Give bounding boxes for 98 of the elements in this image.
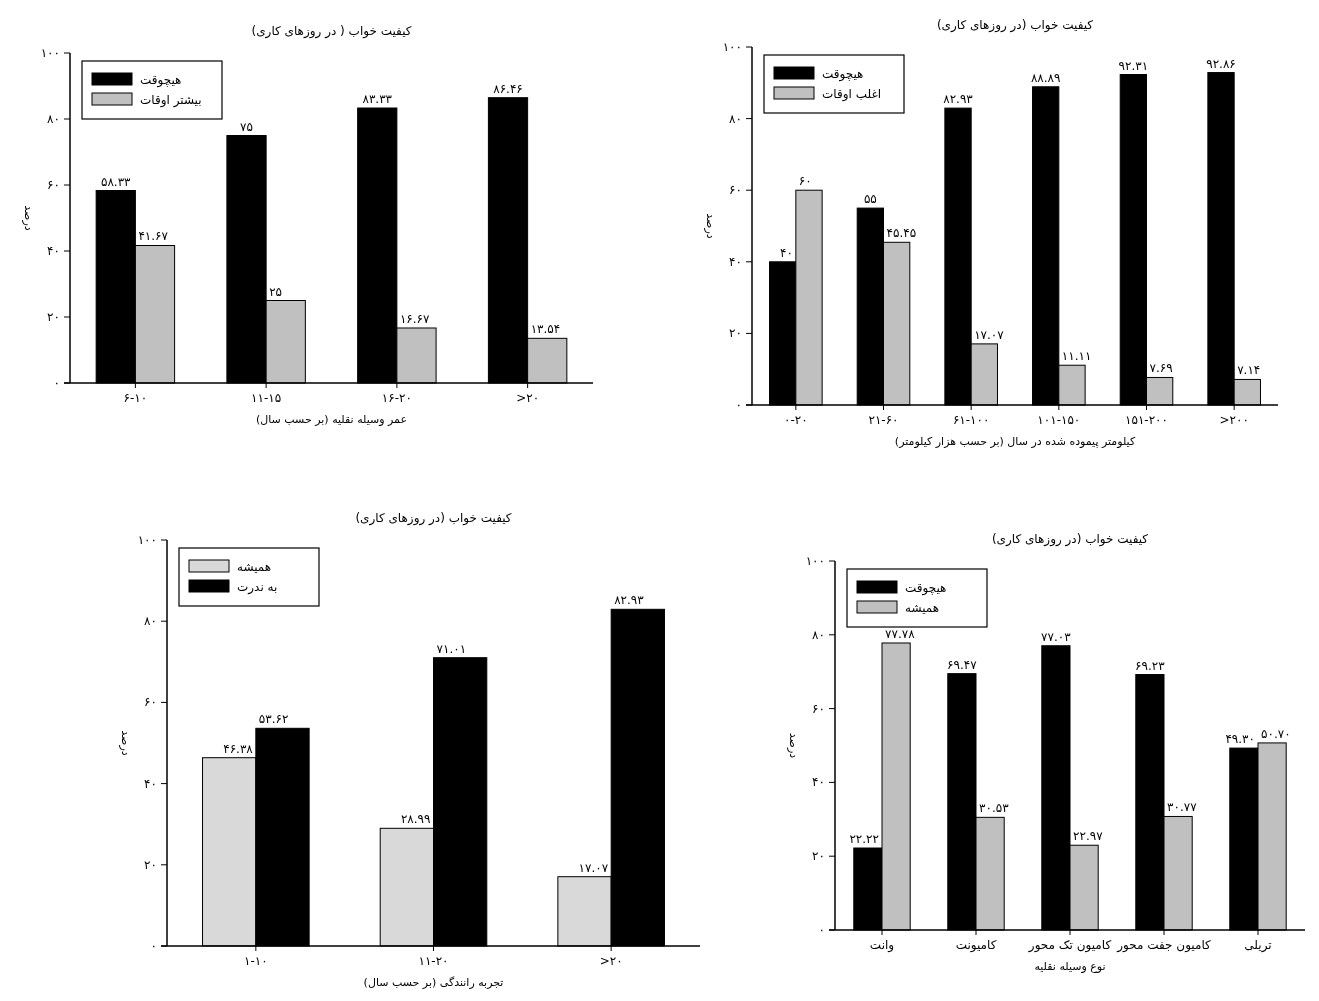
- data-label: ۸۳.۳۳: [362, 92, 393, 107]
- data-label: ۷۷.۷۸: [885, 626, 916, 641]
- y-tick-label: ۴۰: [812, 775, 825, 790]
- x-axis-title: نوع وسیله نقلیه: [1034, 960, 1106, 973]
- data-label: ۲۸.۹۹: [400, 812, 431, 827]
- y-axis-title: درصد: [119, 730, 132, 756]
- x-tick-label: ۱۶-۲۰: [381, 391, 412, 405]
- chart-title: کیفیت خواب (در روزهای کاری): [936, 18, 1094, 33]
- y-tick-label: ۲۰: [812, 849, 825, 864]
- data-label: ۲۲.۲۲: [849, 832, 879, 847]
- y-tick-label: ۴۰: [47, 244, 60, 258]
- data-label: ۵۸.۳۳: [100, 174, 132, 189]
- y-tick-label: ۶۰: [729, 183, 742, 198]
- x-axis-title: تجربه رانندگی (بر حسب سال): [363, 976, 504, 989]
- data-label: ۱۷.۰۷: [974, 327, 1005, 342]
- x-tick-label: ۱۰۱-۱۵۰: [1037, 413, 1081, 427]
- x-tick-label: کامیون جفت محور: [1116, 938, 1212, 953]
- data-label: ۹۲.۳۱: [1118, 58, 1149, 73]
- y-tick-label: ۸۰: [47, 112, 60, 126]
- data-label: ۷۵: [240, 119, 253, 134]
- x-axis-title: کیلومتر پیموده شده در سال (بر حسب هزار کیلومتر): [894, 435, 1136, 448]
- legend-label: به ندرت: [237, 580, 278, 595]
- data-label: ۷۱.۰۱: [436, 641, 467, 656]
- data-label: ۶۹.۲۳: [1135, 658, 1166, 673]
- data-label: ۴۹.۳۰: [1225, 732, 1255, 747]
- data-label: ۲۵: [269, 284, 283, 299]
- data-label: ۳۰.۵۳: [979, 801, 1010, 816]
- y-axis-title: درصد: [22, 205, 35, 231]
- data-label: ۵۰.۷۰: [1261, 726, 1291, 741]
- y-axis-title: درصد: [787, 732, 800, 759]
- data-label: ۸۲.۹۳: [614, 593, 645, 608]
- y-tick-label: ۴۰: [729, 254, 742, 269]
- data-label: ۶۰: [798, 174, 812, 189]
- data-label: ۱۷.۰۷: [578, 860, 609, 875]
- x-tick-label: >۲۰: [599, 954, 623, 968]
- chart-title: کیفیت خواب (در روزهای کاری): [355, 511, 512, 526]
- data-label: ۷۷.۰۳: [1041, 629, 1072, 644]
- y-tick-label: ۰: [818, 923, 825, 937]
- y-tick-label: ۲۰: [144, 857, 157, 872]
- legend-label: هیچوقت: [822, 67, 864, 82]
- data-label: ۴۵.۴۵: [886, 226, 917, 241]
- data-label: ۱۳.۵۴: [530, 322, 561, 337]
- x-tick-label: >۲۰۰: [1219, 413, 1249, 427]
- x-tick-label: >۲۰: [516, 391, 540, 405]
- y-tick-label: ۱۰۰: [40, 46, 60, 60]
- chart-title: کیفیت خواب (در روزهای کاری): [991, 532, 1149, 547]
- y-tick-label: ۱۰۰: [805, 554, 825, 568]
- data-label: ۱۱.۱۱: [1061, 349, 1092, 364]
- y-tick-label: ۰: [735, 398, 742, 412]
- y-tick-label: ۸۰: [729, 111, 742, 126]
- x-tick-label: ۶-۱۰: [123, 391, 148, 405]
- y-tick-label: ۱۰۰: [722, 40, 742, 54]
- data-label: ۲۲.۹۷: [1073, 829, 1104, 844]
- x-tick-label: ۱۱-۲۰: [418, 954, 449, 968]
- chart-title: کیفیت خواب ( در روزهای کاری): [251, 24, 412, 39]
- x-tick-label: کامیونت: [955, 938, 997, 953]
- x-axis-title: عمر وسیله نقلیه (بر حسب سال): [255, 413, 408, 426]
- y-tick-label: ۶۰: [144, 695, 157, 710]
- y-tick-label: ۶۰: [47, 178, 60, 192]
- x-tick-label: ۶۱-۱۰۰: [952, 413, 990, 427]
- y-axis-title: درصد: [704, 213, 717, 239]
- y-tick-label: ۲۰: [729, 326, 742, 341]
- y-tick-label: ۰: [53, 376, 60, 390]
- data-label: ۴۱.۶۷: [138, 229, 169, 244]
- x-tick-label: کامیون تک محور: [1027, 938, 1112, 953]
- x-tick-label: ۱۵۱-۲۰۰: [1124, 413, 1169, 427]
- data-label: ۷.۱۴: [1237, 363, 1261, 378]
- data-label: ۱۶.۶۷: [399, 311, 431, 326]
- y-tick-label: ۴۰: [144, 776, 157, 791]
- data-label: ۸۲.۹۳: [943, 92, 974, 107]
- x-tick-label: وانت: [869, 938, 895, 953]
- y-tick-label: ۰: [150, 939, 157, 953]
- data-label: ۵۳.۶۲: [258, 712, 289, 727]
- data-label: ۳۰.۷۷: [1167, 800, 1198, 815]
- legend-label: همیشه: [905, 601, 940, 615]
- y-tick-label: ۸۰: [144, 614, 157, 629]
- y-tick-label: ۱۰۰: [137, 533, 157, 547]
- data-label: ۴۶.۳۸: [223, 741, 254, 756]
- data-label: ۴۰: [779, 245, 793, 260]
- data-label: ۵۵: [863, 192, 877, 207]
- data-label: ۶۹.۴۷: [947, 657, 978, 672]
- data-label: ۷.۶۹: [1149, 361, 1173, 376]
- data-label: ۸۸.۸۹: [1030, 70, 1061, 85]
- y-tick-label: ۲۰: [47, 310, 60, 324]
- y-tick-label: ۸۰: [812, 627, 825, 642]
- legend-label: اغلب اوقات: [822, 87, 881, 102]
- x-tick-label: تریلی: [1244, 938, 1272, 953]
- legend-label: هیچوقت: [905, 581, 947, 596]
- y-tick-label: ۶۰: [812, 701, 825, 716]
- data-label: ۸۶.۴۶: [493, 81, 523, 96]
- x-tick-label: ۱۱-۱۵: [251, 391, 282, 405]
- x-tick-label: ۱-۱۰: [244, 954, 268, 968]
- x-tick-label: ۲۱-۶۰: [868, 413, 899, 427]
- x-tick-label: ۰-۲۰: [784, 413, 808, 427]
- legend-label: هیچوقت: [140, 73, 182, 88]
- legend-label: بیشتر اوقات: [140, 93, 202, 108]
- data-label: ۹۲.۸۶: [1206, 56, 1236, 71]
- legend-label: همیشه: [237, 560, 272, 574]
